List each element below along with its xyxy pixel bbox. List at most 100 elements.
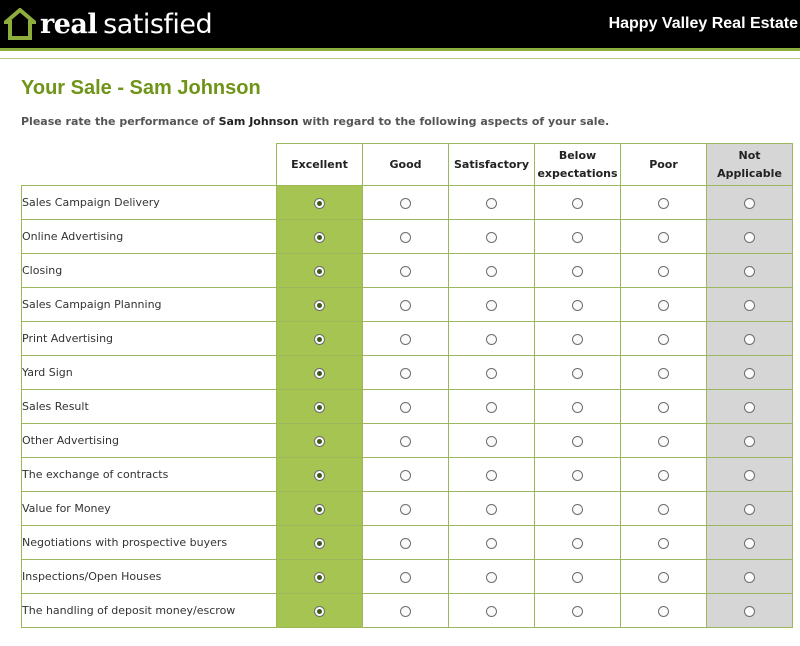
rating-radio-excellent[interactable] [314, 197, 325, 209]
rating-radio-not-applicable[interactable] [744, 197, 755, 209]
rating-cell [276, 219, 363, 254]
rating-radio-satisfactory[interactable] [486, 571, 497, 583]
rating-radio-good[interactable] [400, 231, 411, 243]
rating-radio-good[interactable] [400, 537, 411, 549]
rating-radio-good[interactable] [400, 469, 411, 481]
rating-radio-good[interactable] [400, 197, 411, 209]
column-header-satisfactory: Satisfactory [448, 143, 535, 186]
rating-radio-poor[interactable] [658, 231, 669, 243]
rating-radio-below-expectations[interactable] [572, 401, 583, 413]
rating-radio-poor[interactable] [658, 435, 669, 447]
rating-radio-satisfactory[interactable] [486, 537, 497, 549]
rating-radio-excellent[interactable] [314, 299, 325, 311]
rating-cell [362, 389, 449, 424]
rating-radio-satisfactory[interactable] [486, 367, 497, 379]
rating-cell [534, 389, 621, 424]
rating-radio-satisfactory[interactable] [486, 197, 497, 209]
rating-radio-below-expectations[interactable] [572, 231, 583, 243]
rating-radio-not-applicable[interactable] [744, 333, 755, 345]
rating-cell [534, 491, 621, 526]
rating-radio-not-applicable[interactable] [744, 435, 755, 447]
rating-radio-satisfactory[interactable] [486, 401, 497, 413]
rating-radio-poor[interactable] [658, 537, 669, 549]
rating-radio-excellent[interactable] [314, 401, 325, 413]
rating-cell [362, 253, 449, 288]
rating-cell [276, 253, 363, 288]
rating-radio-not-applicable[interactable] [744, 605, 755, 617]
rating-radio-satisfactory[interactable] [486, 265, 497, 277]
rating-cell [620, 321, 707, 356]
table-row: Closing [21, 253, 793, 288]
rating-cell [706, 525, 793, 560]
rating-radio-satisfactory[interactable] [486, 503, 497, 515]
rating-cell [620, 287, 707, 322]
rating-radio-excellent[interactable] [314, 265, 325, 277]
rating-radio-good[interactable] [400, 333, 411, 345]
row-label: The handling of deposit money/escrow [21, 593, 277, 628]
rating-radio-poor[interactable] [658, 503, 669, 515]
rating-radio-below-expectations[interactable] [572, 571, 583, 583]
rating-radio-excellent[interactable] [314, 503, 325, 515]
rating-radio-poor[interactable] [658, 333, 669, 345]
rating-radio-below-expectations[interactable] [572, 333, 583, 345]
rating-radio-satisfactory[interactable] [486, 231, 497, 243]
rating-radio-satisfactory[interactable] [486, 435, 497, 447]
rating-radio-good[interactable] [400, 367, 411, 379]
rating-radio-good[interactable] [400, 401, 411, 413]
rating-radio-not-applicable[interactable] [744, 231, 755, 243]
rating-radio-excellent[interactable] [314, 571, 325, 583]
rating-radio-good[interactable] [400, 299, 411, 311]
rating-radio-below-expectations[interactable] [572, 605, 583, 617]
rating-radio-poor[interactable] [658, 197, 669, 209]
rating-radio-excellent[interactable] [314, 435, 325, 447]
logo[interactable]: real satisfied [4, 8, 213, 40]
rating-radio-poor[interactable] [658, 265, 669, 277]
rating-radio-below-expectations[interactable] [572, 503, 583, 515]
rating-radio-poor[interactable] [658, 469, 669, 481]
rating-radio-poor[interactable] [658, 367, 669, 379]
rating-cell [706, 559, 793, 594]
house-icon [4, 8, 36, 40]
rating-radio-excellent[interactable] [314, 605, 325, 617]
rating-radio-not-applicable[interactable] [744, 401, 755, 413]
rating-radio-excellent[interactable] [314, 367, 325, 379]
rating-radio-poor[interactable] [658, 299, 669, 311]
rating-cell [276, 287, 363, 322]
table-row: Sales Campaign Planning [21, 287, 793, 322]
rating-radio-excellent[interactable] [314, 469, 325, 481]
rating-radio-not-applicable[interactable] [744, 537, 755, 549]
rating-radio-not-applicable[interactable] [744, 503, 755, 515]
rating-radio-good[interactable] [400, 571, 411, 583]
rating-radio-good[interactable] [400, 435, 411, 447]
rating-radio-not-applicable[interactable] [744, 571, 755, 583]
rating-radio-satisfactory[interactable] [486, 605, 497, 617]
rating-radio-excellent[interactable] [314, 537, 325, 549]
rating-radio-good[interactable] [400, 605, 411, 617]
rating-radio-below-expectations[interactable] [572, 469, 583, 481]
rating-radio-good[interactable] [400, 503, 411, 515]
rating-radio-below-expectations[interactable] [572, 197, 583, 209]
rating-radio-not-applicable[interactable] [744, 265, 755, 277]
row-label: Sales Campaign Delivery [21, 185, 277, 220]
column-header-not-applicable: Not Applicable [706, 143, 793, 186]
header-divider-thin [0, 58, 800, 59]
rating-radio-below-expectations[interactable] [572, 265, 583, 277]
rating-radio-satisfactory[interactable] [486, 469, 497, 481]
rating-radio-below-expectations[interactable] [572, 435, 583, 447]
rating-radio-satisfactory[interactable] [486, 299, 497, 311]
rating-cell [362, 219, 449, 254]
rating-radio-below-expectations[interactable] [572, 537, 583, 549]
rating-radio-poor[interactable] [658, 605, 669, 617]
rating-radio-not-applicable[interactable] [744, 299, 755, 311]
rating-radio-excellent[interactable] [314, 231, 325, 243]
rating-radio-below-expectations[interactable] [572, 367, 583, 379]
rating-radio-not-applicable[interactable] [744, 367, 755, 379]
rating-radio-below-expectations[interactable] [572, 299, 583, 311]
rating-radio-excellent[interactable] [314, 333, 325, 345]
rating-radio-satisfactory[interactable] [486, 333, 497, 345]
rating-radio-poor[interactable] [658, 571, 669, 583]
rating-radio-poor[interactable] [658, 401, 669, 413]
rating-radio-not-applicable[interactable] [744, 469, 755, 481]
rating-header-row: Excellent Good Satisfactory Below expectati… [21, 143, 793, 186]
rating-radio-good[interactable] [400, 265, 411, 277]
